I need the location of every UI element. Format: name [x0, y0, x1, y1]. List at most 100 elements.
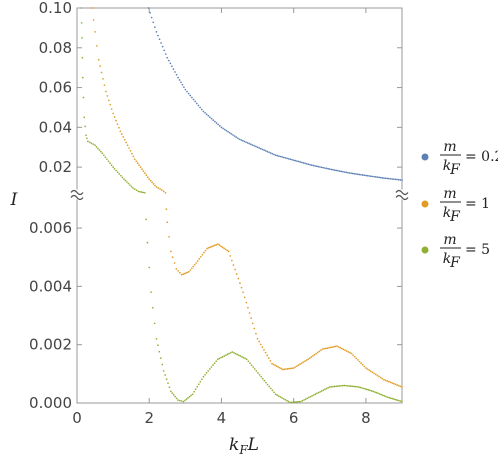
x-axis-label: kFL [229, 435, 259, 457]
axis-break-mark [395, 189, 409, 196]
data-point [280, 367, 283, 370]
data-point [101, 152, 104, 155]
data-point [106, 95, 109, 97]
data-point [155, 186, 158, 188]
data-point [164, 191, 167, 194]
data-point [342, 170, 344, 173]
data-point [180, 400, 183, 402]
data-point [282, 397, 285, 400]
data-point [182, 273, 185, 275]
data-point [223, 247, 225, 250]
data-point [132, 187, 134, 189]
data-point [274, 393, 277, 396]
data-point [257, 372, 259, 374]
data-point [216, 358, 219, 361]
data-point [234, 352, 237, 355]
data-point [129, 149, 132, 152]
data-point [165, 378, 168, 380]
data-point [82, 96, 85, 99]
data-point [281, 368, 284, 371]
data-point [91, 7, 94, 9]
data-point [200, 378, 203, 381]
data-point [306, 397, 309, 400]
data-point [255, 370, 258, 372]
data-point [165, 208, 168, 210]
data-point [170, 250, 172, 253]
data-point [238, 138, 241, 141]
data-point [139, 166, 142, 168]
data-point [196, 385, 199, 388]
data-point [374, 373, 377, 376]
data-point [391, 397, 394, 400]
x-label-sub: F [238, 443, 248, 457]
data-point [186, 90, 188, 93]
data-point [171, 256, 174, 259]
data-point [98, 149, 101, 151]
data-point [312, 164, 315, 167]
data-point [365, 367, 367, 369]
data-point [318, 350, 321, 353]
data-point [212, 119, 215, 121]
data-point [158, 350, 161, 353]
data-point [324, 167, 326, 169]
data-point [316, 392, 318, 395]
data-point [110, 164, 113, 166]
data-point [157, 344, 159, 347]
data-point [149, 179, 152, 182]
y-tick-label-lower: 0.004 [29, 277, 72, 295]
data-point [223, 128, 226, 131]
data-point [112, 112, 114, 115]
data-point [144, 191, 146, 194]
axis-break-mask [70, 189, 84, 200]
data-point [348, 351, 351, 354]
data-point [344, 349, 346, 352]
data-point [174, 71, 176, 73]
data-point [264, 351, 267, 354]
data-point [328, 386, 331, 388]
data-point [228, 352, 230, 355]
data-point [194, 100, 197, 103]
data-point [293, 401, 296, 403]
data-point [204, 112, 206, 114]
data-point [337, 169, 339, 172]
data-point [240, 286, 243, 289]
data-point [330, 385, 333, 388]
data-point [268, 385, 271, 388]
y-tick-label-upper: 0.02 [39, 158, 72, 176]
ticks: 0 2 4 6 8 0.02 0.04 0.06 0.08 0.10 0.000 0.002 0.004… [29, 0, 402, 427]
data-point [196, 260, 199, 262]
data-point [218, 357, 221, 360]
data-point [368, 175, 371, 177]
data-point [145, 174, 148, 176]
data-point [250, 364, 253, 366]
legend-marker [421, 153, 429, 161]
data-point [320, 390, 323, 392]
x-tick-label: 6 [289, 409, 299, 427]
x-tick-label: 0 [72, 409, 82, 427]
data-point [130, 185, 133, 188]
data-point [309, 395, 312, 398]
data-point [220, 126, 223, 129]
data-point [95, 146, 98, 148]
data-point [129, 184, 131, 186]
data-point [96, 44, 98, 47]
data-point [357, 359, 359, 361]
data-point [120, 174, 122, 177]
data-point [240, 139, 242, 141]
data-point [305, 162, 308, 165]
data-point [268, 151, 270, 154]
data-point [100, 71, 103, 74]
data-point [261, 377, 264, 380]
data-point [249, 362, 251, 364]
legend-item: mkF= 0.2 [421, 139, 498, 178]
y-tick-label-upper: 0.10 [39, 0, 72, 17]
data-point [183, 272, 186, 275]
data-point [105, 90, 107, 93]
data-point [85, 134, 87, 137]
data-point [190, 394, 192, 397]
data-point [210, 366, 213, 368]
data-point [346, 384, 349, 387]
data-point [225, 129, 228, 132]
data-point [224, 248, 227, 251]
data-point [218, 125, 221, 127]
